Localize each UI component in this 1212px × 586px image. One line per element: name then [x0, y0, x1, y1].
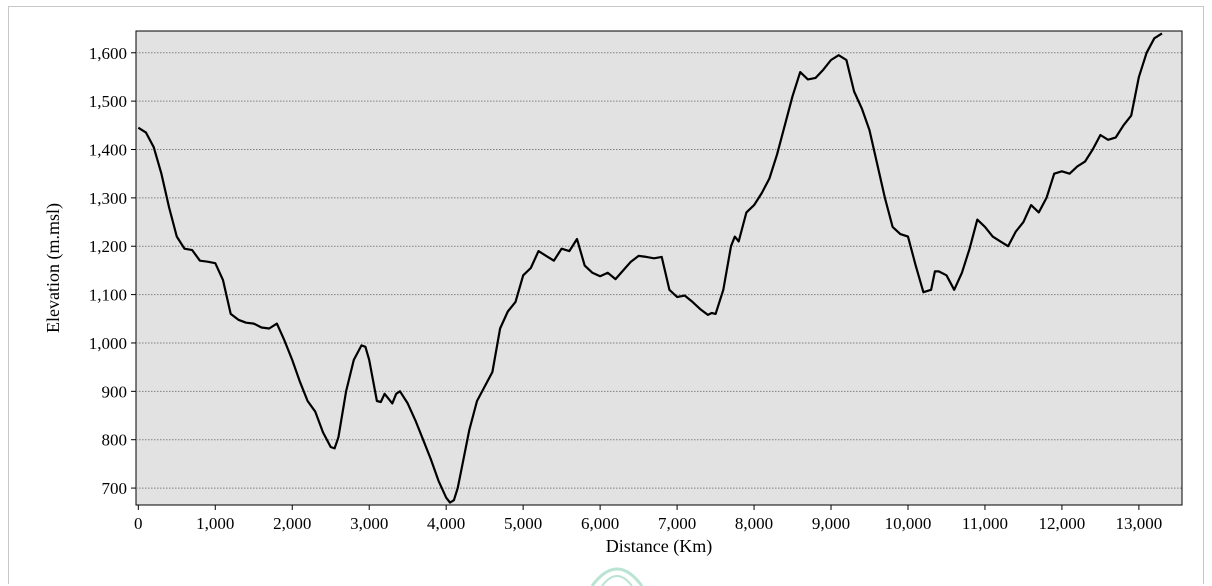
x-tick-label: 11,000	[962, 514, 1008, 533]
y-tick-label: 800	[102, 431, 128, 450]
x-axis: 0 1,000 2,000 3,000 4,000 5,000 6,000 7,000 8,00…	[134, 505, 1162, 533]
y-tick-label: 1,300	[89, 189, 127, 208]
y-tick-label: 1,000	[89, 334, 127, 353]
x-tick-label: 13,000	[1116, 514, 1163, 533]
y-axis-title: Elevation (m.msl)	[43, 203, 64, 333]
x-tick-label: 1,000	[196, 514, 234, 533]
x-tick-label: 2,000	[273, 514, 311, 533]
y-tick-label: 1,400	[89, 141, 127, 160]
x-tick-label: 0	[134, 514, 143, 533]
y-tick-label: 900	[102, 382, 128, 401]
y-tick-label: 1,200	[89, 237, 127, 256]
x-tick-label: 6,000	[581, 514, 619, 533]
y-tick-label: 1,100	[89, 286, 127, 305]
x-tick-label: 8,000	[735, 514, 773, 533]
x-tick-label: 5,000	[504, 514, 542, 533]
x-tick-label: 12,000	[1039, 514, 1086, 533]
x-axis-title: Distance (Km)	[606, 536, 712, 557]
x-tick-label: 9,000	[812, 514, 850, 533]
grid-lines	[136, 52, 1182, 489]
x-tick-label: 10,000	[885, 514, 932, 533]
plot-area	[135, 30, 1183, 506]
y-tick-label: 1,500	[89, 92, 127, 111]
x-tick-label: 3,000	[350, 514, 388, 533]
x-tick-label: 7,000	[658, 514, 696, 533]
x-tick-label: 4,000	[427, 514, 465, 533]
chart-frame: 0 1,000 2,000 3,000 4,000 5,000 6,000 7,000 8,00…	[8, 6, 1204, 584]
y-axis: 700 800 900 1,000 1,100 1,200 1,300 1,400 1,500 1…	[89, 44, 136, 498]
y-tick-label: 700	[102, 479, 128, 498]
watermark-logo	[590, 567, 644, 586]
elevation-profile-chart: 0 1,000 2,000 3,000 4,000 5,000 6,000 7,000 8,00…	[43, 30, 1183, 557]
y-tick-label: 1,600	[89, 44, 127, 63]
elevation-line	[137, 32, 1163, 504]
